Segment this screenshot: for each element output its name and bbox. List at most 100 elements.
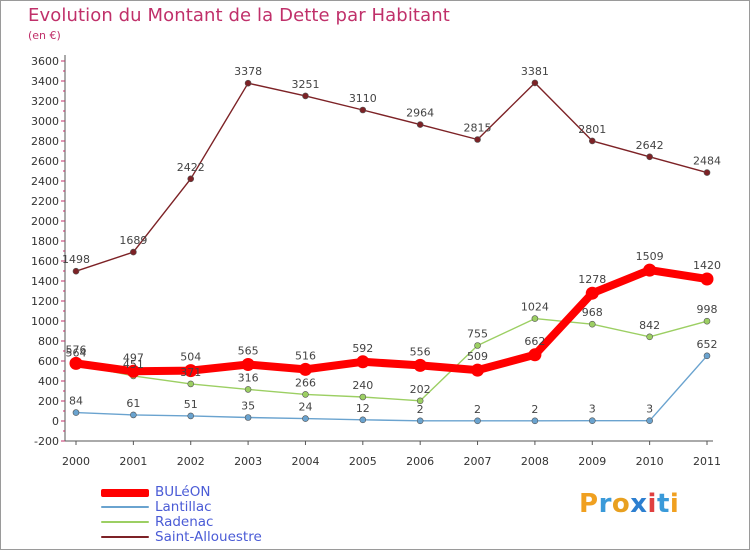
data-point-saint-allouestre bbox=[244, 79, 252, 87]
logo-letter: x bbox=[630, 489, 648, 519]
data-point-bul-on bbox=[298, 362, 312, 376]
logo-letter: t bbox=[656, 489, 670, 519]
logo-letter: o bbox=[611, 489, 631, 519]
data-label-radenac: 240 bbox=[352, 379, 373, 392]
data-point-bul-on bbox=[184, 364, 198, 378]
data-label-saint-allouestre: 3378 bbox=[234, 65, 262, 78]
logo-letter: i bbox=[669, 489, 680, 519]
legend-swatch-buleon bbox=[101, 489, 149, 497]
x-tick-label: 2002 bbox=[177, 455, 205, 468]
data-label-bul-on: 504 bbox=[180, 351, 201, 364]
data-label-radenac: 998 bbox=[697, 303, 718, 316]
data-point-radenac bbox=[359, 393, 367, 401]
x-tick-label: 2006 bbox=[406, 455, 434, 468]
data-label-bul-on: 592 bbox=[352, 342, 373, 355]
data-point-lantillac bbox=[244, 414, 252, 421]
data-point-saint-allouestre bbox=[416, 121, 424, 128]
logo-letter: P bbox=[579, 489, 599, 519]
data-point-saint-allouestre bbox=[187, 175, 195, 183]
data-label-saint-allouestre: 2642 bbox=[636, 139, 664, 152]
legend-label-buleon: BULéON bbox=[155, 484, 211, 500]
proxiti-logo: Proxiti bbox=[579, 489, 679, 519]
data-label-lantillac: 61 bbox=[126, 397, 140, 410]
data-point-bul-on bbox=[69, 356, 83, 370]
data-point-bul-on bbox=[356, 355, 370, 369]
x-tick-label: 2010 bbox=[636, 455, 664, 468]
data-label-lantillac: 652 bbox=[697, 338, 718, 351]
y-tick-label: 1600 bbox=[31, 255, 59, 268]
data-point-bul-on bbox=[643, 263, 657, 277]
y-tick-label: 3400 bbox=[31, 75, 59, 88]
data-point-radenac bbox=[187, 380, 195, 388]
y-tick-label: 2000 bbox=[31, 215, 59, 228]
legend-swatch-saint-allouestre bbox=[101, 536, 149, 538]
data-point-saint-allouestre bbox=[359, 106, 367, 114]
chart-subtitle: (en €) bbox=[28, 29, 61, 42]
legend-item-radenac: Radenac bbox=[101, 514, 321, 531]
data-label-radenac: 451 bbox=[123, 358, 144, 371]
data-point-saint-allouestre bbox=[531, 79, 539, 87]
x-tick-label: 2008 bbox=[521, 455, 549, 468]
data-label-bul-on: 509 bbox=[467, 350, 488, 363]
chart-title: Evolution du Montant de la Dette par Hab… bbox=[28, 5, 450, 26]
data-label-saint-allouestre: 2422 bbox=[177, 161, 205, 174]
data-point-lantillac bbox=[646, 417, 653, 425]
series-line-bul-on bbox=[72, 266, 711, 376]
data-label-saint-allouestre: 2815 bbox=[464, 122, 492, 135]
data-label-bul-on: 576 bbox=[66, 343, 87, 356]
data-label-lantillac: 51 bbox=[184, 398, 198, 411]
x-tick-label: 2004 bbox=[291, 455, 319, 468]
data-label-radenac: 266 bbox=[295, 376, 316, 389]
data-label-bul-on: 1509 bbox=[636, 250, 664, 263]
y-tick-label: 800 bbox=[38, 335, 59, 348]
data-point-lantillac bbox=[130, 411, 137, 419]
data-point-radenac bbox=[416, 397, 424, 405]
x-tick-label: 2001 bbox=[119, 455, 147, 468]
data-point-saint-allouestre bbox=[302, 92, 309, 100]
data-point-lantillac bbox=[474, 417, 481, 425]
data-label-lantillac: 3 bbox=[646, 403, 653, 416]
data-point-lantillac bbox=[359, 416, 367, 424]
data-label-bul-on: 1278 bbox=[578, 273, 606, 286]
y-tick-label: 1400 bbox=[31, 275, 59, 288]
legend-swatch-radenac bbox=[101, 521, 149, 523]
data-point-lantillac bbox=[187, 412, 195, 420]
data-point-radenac bbox=[244, 386, 252, 393]
data-label-bul-on: 497 bbox=[123, 351, 144, 364]
data-label-saint-allouestre: 1498 bbox=[62, 253, 90, 266]
legend-item-buleon: BULéON bbox=[101, 484, 321, 501]
data-label-bul-on: 516 bbox=[295, 349, 316, 362]
data-point-saint-allouestre bbox=[72, 267, 80, 275]
x-tick-label: 2011 bbox=[693, 455, 721, 468]
y-tick-label: 3000 bbox=[31, 115, 59, 128]
series-line-saint-allouestre bbox=[75, 82, 708, 272]
x-tick-label: 2000 bbox=[62, 455, 90, 468]
y-tick-label: 600 bbox=[38, 355, 59, 368]
data-point-saint-allouestre bbox=[646, 153, 653, 161]
data-label-saint-allouestre: 3381 bbox=[521, 65, 549, 78]
y-tick-label: 2800 bbox=[31, 135, 59, 148]
series-line-lantillac bbox=[75, 355, 708, 422]
data-label-radenac: 1024 bbox=[521, 301, 549, 314]
data-point-bul-on bbox=[126, 364, 140, 378]
data-point-lantillac bbox=[531, 417, 539, 425]
data-label-saint-allouestre: 3110 bbox=[349, 92, 377, 105]
data-point-radenac bbox=[703, 317, 711, 325]
y-tick-label: 2600 bbox=[31, 155, 59, 168]
legend-item-saint-allouestre: Saint-Allouestre bbox=[101, 529, 321, 546]
data-label-radenac: 968 bbox=[582, 306, 603, 319]
data-label-radenac: 316 bbox=[238, 371, 259, 384]
logo-letter: r bbox=[598, 489, 612, 519]
data-point-bul-on bbox=[413, 358, 427, 372]
data-point-lantillac bbox=[588, 417, 596, 425]
y-tick-label: 0 bbox=[52, 415, 59, 428]
x-tick-label: 2005 bbox=[349, 455, 377, 468]
data-label-saint-allouestre: 1689 bbox=[119, 234, 147, 247]
y-tick-label: 1000 bbox=[31, 315, 59, 328]
data-point-bul-on bbox=[241, 358, 255, 371]
data-label-lantillac: 35 bbox=[241, 400, 255, 413]
data-point-radenac bbox=[588, 320, 596, 328]
data-point-bul-on bbox=[585, 286, 599, 300]
data-label-lantillac: 3 bbox=[589, 403, 596, 416]
